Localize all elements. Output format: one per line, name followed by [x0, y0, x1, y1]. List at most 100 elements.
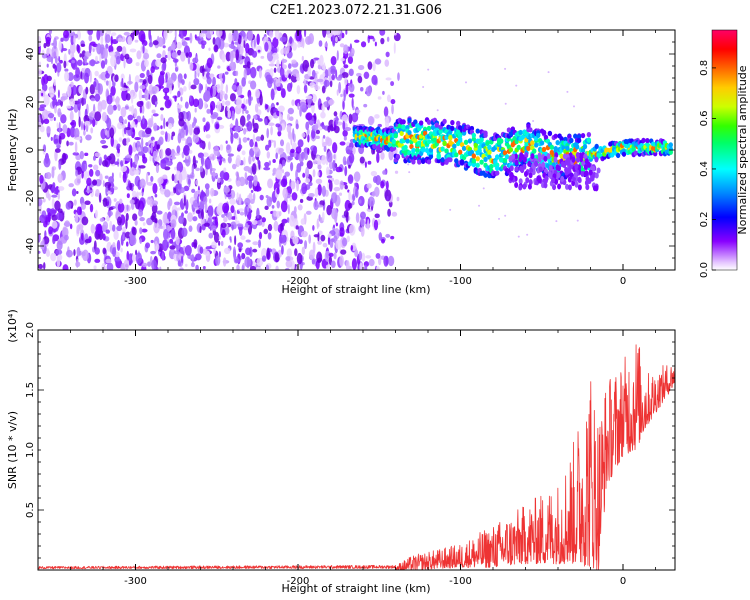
- spectrogram-noise-cell: [150, 250, 157, 255]
- spectrogram-noise-cell: [294, 248, 298, 257]
- spectrogram-noise-cell: [75, 261, 81, 268]
- spectrogram-signal-cell: [432, 137, 438, 143]
- spectrogram-noise-cell: [293, 206, 297, 214]
- spectrogram-noise-cell: [56, 48, 59, 59]
- spectrogram-noise-cell: [342, 156, 347, 166]
- spectrogram-noise-cell: [106, 155, 112, 161]
- spectrogram-noise-cell: [367, 218, 370, 230]
- spectrogram-noise-cell: [276, 200, 280, 209]
- spectrogram-noise-cell: [192, 155, 196, 167]
- snr-x-tick-label: -100: [449, 576, 472, 587]
- spectrogram-noise-cell: [221, 53, 226, 63]
- spectrogram-noise-cell: [85, 134, 92, 141]
- spectrogram-noise-cell: [71, 188, 77, 197]
- spectrogram-noise-cell: [253, 122, 259, 131]
- spectrogram-signal-cell: [391, 139, 397, 145]
- spectrogram-noise-cell: [80, 202, 86, 210]
- spectrogram-x-ticks: -300 -200 -100 0: [124, 30, 626, 287]
- spectrogram-noise-cell: [380, 152, 385, 160]
- spectrogram-noise-cell: [374, 114, 380, 119]
- spectrogram-noise-cell: [152, 150, 157, 160]
- spectrogram-skirt-cell: [557, 183, 562, 190]
- spectrogram-noise-cell: [316, 251, 323, 264]
- spectrogram-noise-cell: [177, 73, 182, 83]
- spectrogram-signal-cell: [413, 119, 418, 125]
- spectrogram-noise-cell: [335, 166, 343, 173]
- spectrogram-noise-cell: [164, 99, 172, 109]
- spectrogram-noise-cell: [131, 121, 136, 129]
- spectrogram-noise-cell: [305, 112, 313, 121]
- spectrogram-noise-cell: [214, 46, 217, 51]
- snr-y-tick-label: 1.0: [25, 442, 36, 458]
- spectrogram-speck: [532, 119, 535, 122]
- spectrogram-speck: [504, 102, 507, 105]
- spectrogram-noise-cell: [141, 130, 146, 138]
- spectrogram-speck: [517, 235, 520, 238]
- spectrogram-noise-cell: [267, 223, 273, 232]
- spectrogram-noise-cell: [51, 194, 58, 198]
- spectrogram-noise-cell: [102, 197, 108, 207]
- spectrogram-noise-cell: [209, 73, 215, 78]
- spectrogram-noise-cell: [281, 169, 285, 174]
- spectrogram-noise-cell: [106, 262, 114, 270]
- spectrogram-noise-cell: [163, 117, 166, 130]
- spectrogram-noise-cell: [162, 45, 166, 49]
- spectrogram-noise-cell: [88, 112, 94, 117]
- spectrogram-signal-cell: [633, 150, 638, 156]
- spectrogram-noise-cell: [142, 115, 145, 125]
- spectrogram-noise-cell: [94, 247, 100, 255]
- spectrogram-noise-cell: [357, 65, 365, 71]
- spectrogram-noise-cell: [117, 216, 122, 226]
- spectrogram-noise-cell: [216, 156, 224, 160]
- spectrogram-noise-cell: [360, 41, 367, 48]
- spectrogram-signal-cell: [457, 149, 463, 155]
- spectrogram-noise-cell: [374, 186, 380, 198]
- spectrogram-noise-cell: [363, 71, 370, 80]
- spectrogram-signal-cell: [403, 144, 408, 151]
- spectrogram-noise-cell: [160, 113, 164, 122]
- spectrogram-noise-cell: [42, 198, 46, 203]
- spectrogram-noise-cell: [174, 36, 177, 45]
- spectrogram-noise-cell: [134, 81, 139, 93]
- spectrogram-noise-cell: [265, 144, 270, 151]
- spectrogram-signal-cell: [489, 163, 494, 170]
- spectrogram-noise-cell: [234, 41, 239, 45]
- spectrogram-noise-cell: [305, 210, 312, 215]
- spectrogram-noise-cell: [162, 213, 168, 225]
- spectrogram-noise-cell: [176, 244, 180, 251]
- spectrogram-noise-cell: [193, 127, 201, 135]
- spectrogram-noise-cell: [257, 160, 261, 165]
- spectrogram-noise-cell: [236, 85, 243, 96]
- spectrogram-noise-cell: [98, 192, 102, 203]
- spectrogram-noise-cell: [156, 53, 162, 59]
- spectrogram-noise-cell: [43, 118, 50, 125]
- spectrogram-skirt-cell: [551, 177, 556, 184]
- spectrogram-noise-cell: [117, 122, 123, 130]
- spectrogram-noise-cell: [150, 65, 155, 74]
- spectrogram-noise-cell: [90, 127, 94, 134]
- spectrogram-skirt-cell: [571, 156, 576, 163]
- spectrogram-noise-cell: [221, 157, 226, 162]
- spectrogram-noise-cell: [348, 83, 355, 93]
- spectrogram-noise-cell: [321, 103, 325, 113]
- spectrogram-noise-cell: [292, 128, 295, 141]
- spectrogram-noise-cell: [241, 252, 245, 260]
- spectrogram-noise-cell: [84, 120, 91, 127]
- spectrogram-noise-cell: [358, 199, 362, 204]
- spectrogram-noise-cell: [61, 48, 68, 52]
- spectrogram-noise-cell: [156, 210, 163, 215]
- spectrogram-noise-cell: [325, 30, 331, 36]
- spectrogram-noise-cell: [50, 186, 55, 194]
- spectrogram-noise-cell: [145, 100, 152, 110]
- spectrogram-signal-cell: [471, 132, 477, 138]
- spectrogram-noise-cell: [341, 71, 349, 79]
- spectrogram-noise-cell: [177, 182, 182, 190]
- spectrogram-noise-cell: [286, 124, 292, 134]
- spectrogram-noise-cell: [96, 30, 101, 41]
- spectrogram-noise-cell: [313, 200, 319, 211]
- spectrogram-noise-cell: [120, 106, 127, 118]
- spectrogram-noise-cell: [217, 65, 221, 69]
- spectrogram-signal-cell: [415, 147, 420, 153]
- spectrogram-noise-cell: [116, 45, 123, 52]
- spectrogram-noise-cell: [188, 178, 191, 185]
